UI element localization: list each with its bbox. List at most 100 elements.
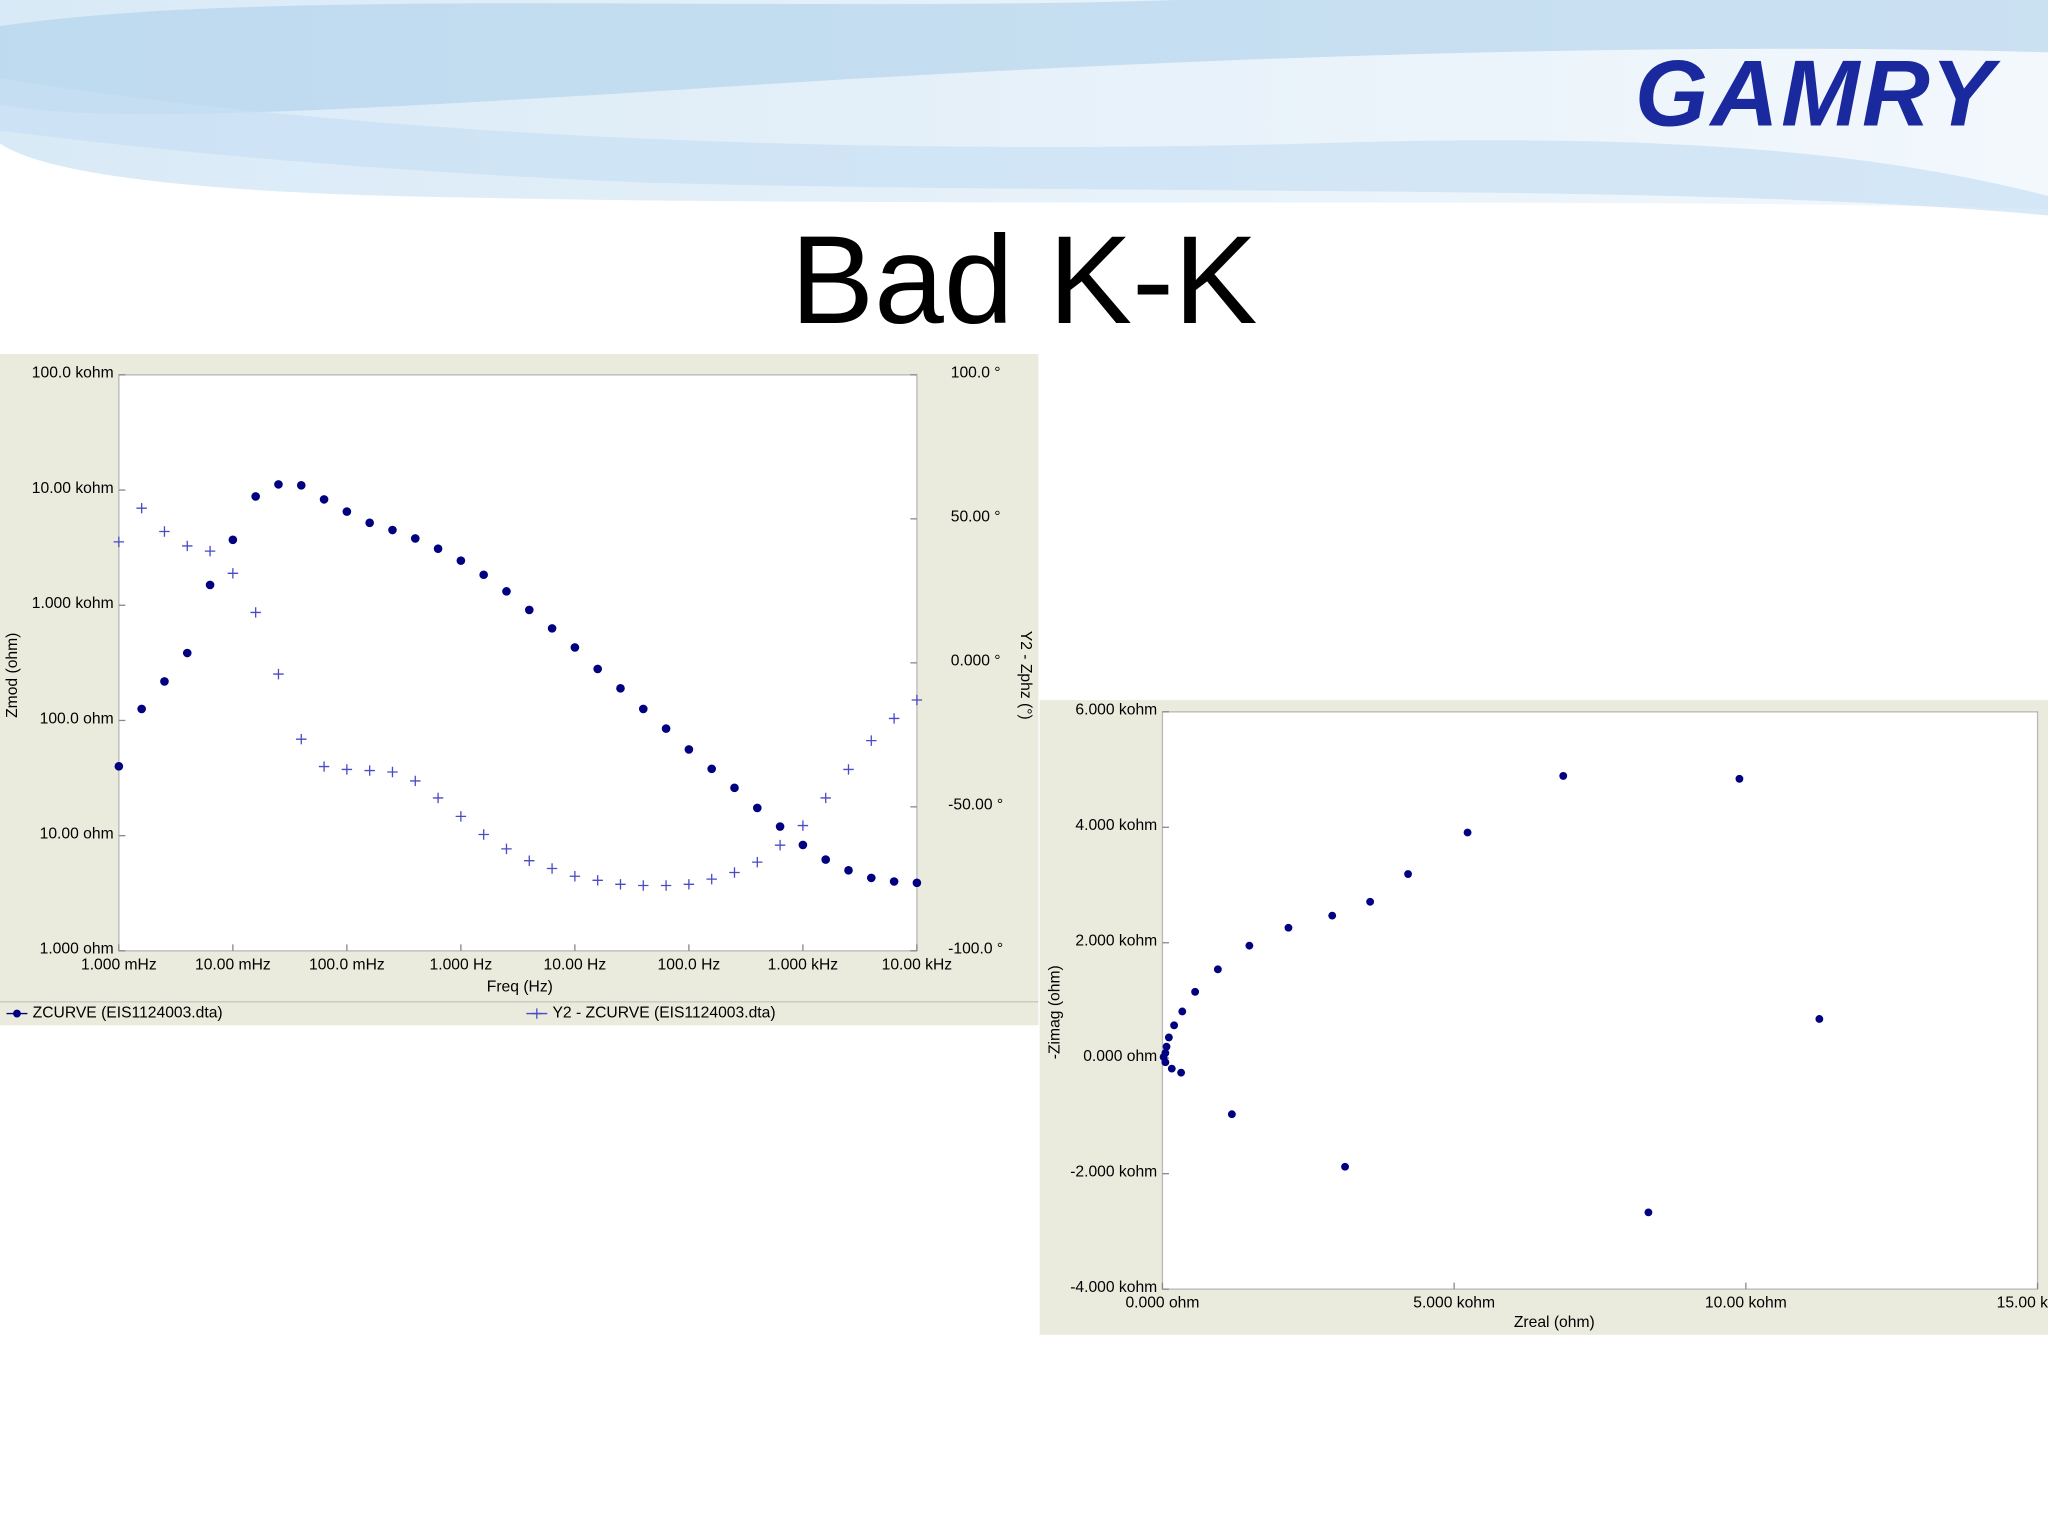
data-point	[410, 534, 420, 543]
y-tick-label: 10.00 ohm	[40, 825, 114, 842]
legend-symbol	[13, 1009, 21, 1018]
y-axis-label: Zmod (ohm)	[4, 633, 21, 718]
y-axis-label: -Zimag (ohm)	[1046, 965, 1063, 1059]
data-point	[318, 761, 330, 772]
data-point	[593, 664, 602, 674]
data-point	[364, 765, 375, 776]
data-point	[911, 694, 923, 706]
x-tick-label: 10.00 kohm	[1705, 1295, 1787, 1312]
data-point	[205, 580, 215, 590]
data-point	[341, 764, 353, 775]
data-point	[273, 668, 284, 680]
header-decoration	[0, 0, 2048, 216]
data-point	[227, 568, 239, 579]
data-point	[616, 684, 625, 693]
data-point	[592, 875, 603, 886]
data-point	[1735, 774, 1744, 783]
data-point	[1245, 941, 1254, 950]
data-point	[388, 525, 397, 535]
y2-axis-label: Y2 - Zphz (°)	[1017, 631, 1034, 720]
legend-symbol	[531, 1008, 543, 1019]
data-point	[433, 544, 443, 553]
data-point	[570, 643, 580, 652]
data-point	[638, 704, 648, 714]
x-tick-label: 1.000 Hz	[430, 956, 493, 973]
data-point	[1341, 1162, 1349, 1171]
plot-area	[1161, 711, 2039, 1290]
y-tick-label: 0.000 ohm	[1083, 1048, 1157, 1065]
data-point	[1178, 1007, 1187, 1016]
nyquist-panel	[1039, 700, 2048, 1335]
data-point	[524, 605, 534, 615]
logo: GAMRY	[1635, 40, 2001, 145]
data-point	[159, 526, 170, 537]
data-point	[479, 570, 488, 580]
y2-tick-label: -50.00 °	[948, 797, 1003, 814]
y-tick-label: 2.000 kohm	[1075, 933, 1157, 950]
data-point	[456, 556, 466, 565]
data-point	[160, 677, 169, 686]
legend-label: ZCURVE (EIS1124003.dta)	[33, 1005, 223, 1022]
data-point	[707, 764, 717, 774]
data-point	[342, 507, 352, 516]
data-point	[182, 540, 193, 552]
data-point	[410, 775, 421, 787]
data-point	[660, 880, 672, 891]
data-point	[821, 855, 831, 864]
data-point	[274, 480, 283, 489]
data-point	[1213, 965, 1222, 974]
data-point	[844, 866, 853, 875]
data-point	[1164, 1033, 1173, 1042]
data-point	[547, 624, 557, 633]
y-tick-label: -2.000 kohm	[1070, 1164, 1157, 1181]
data-point	[1161, 1058, 1170, 1067]
data-point	[228, 535, 238, 545]
data-point	[114, 761, 124, 771]
data-point	[615, 879, 626, 890]
data-point	[319, 495, 329, 504]
data-point	[1162, 1042, 1171, 1051]
data-point	[1167, 1064, 1176, 1073]
y-tick-label: 1.000 ohm	[40, 941, 114, 958]
data-point	[912, 878, 922, 888]
data-point	[1284, 923, 1293, 932]
plot-area	[118, 374, 918, 952]
data-point	[661, 724, 671, 733]
x-tick-label: 5.000 kohm	[1413, 1295, 1495, 1312]
y2-tick-label: -100.0 °	[948, 941, 1003, 958]
data-point	[204, 545, 216, 557]
y-tick-label: 100.0 kohm	[32, 365, 114, 382]
y-tick-label: 6.000 kohm	[1075, 702, 1157, 719]
data-point	[866, 873, 876, 883]
data-point	[524, 855, 535, 866]
x-tick-label: 100.0 Hz	[658, 956, 721, 973]
data-point	[752, 856, 763, 868]
data-point	[137, 704, 146, 714]
y-tick-label: 100.0 ohm	[40, 710, 114, 727]
x-tick-label: 0.000 ohm	[1125, 1295, 1199, 1312]
data-point	[365, 518, 374, 528]
data-point	[1463, 828, 1472, 837]
data-point	[113, 536, 125, 548]
y-tick-label: 10.00 kohm	[32, 480, 114, 497]
data-point	[684, 745, 694, 754]
data-point	[136, 502, 147, 514]
y-tick-label: 1.000 kohm	[32, 595, 114, 612]
data-point	[638, 880, 649, 891]
data-point	[1191, 987, 1200, 996]
data-point	[843, 764, 854, 775]
legend-label: Y2 - ZCURVE (EIS1124003.dta)	[552, 1005, 775, 1022]
data-point	[1170, 1021, 1179, 1030]
data-point	[752, 803, 762, 813]
y2-tick-label: 0.000 °	[951, 653, 1001, 670]
data-point	[455, 811, 467, 822]
x-tick-label: 1.000 kHz	[768, 956, 839, 973]
data-point	[296, 480, 306, 490]
data-point	[797, 820, 809, 831]
data-point	[1404, 870, 1412, 878]
x-tick-label: 10.00 kHz	[882, 956, 953, 973]
data-point	[820, 792, 831, 804]
data-point	[296, 733, 307, 745]
